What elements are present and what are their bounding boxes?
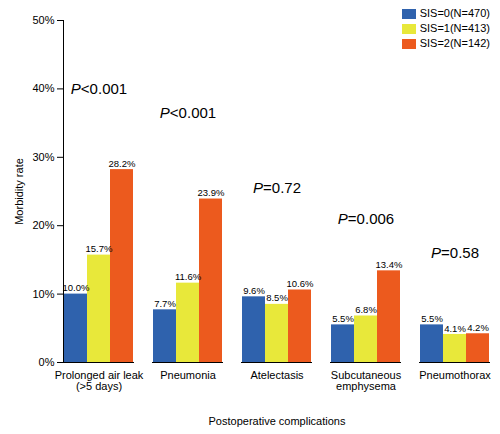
- svg-text:4.2%: 4.2%: [467, 322, 489, 333]
- svg-text:P=0.006: P=0.006: [338, 210, 394, 227]
- svg-text:0%: 0%: [39, 356, 55, 368]
- svg-text:Pneumothorax: Pneumothorax: [419, 369, 491, 381]
- svg-text:7.7%: 7.7%: [154, 298, 176, 309]
- svg-text:P=0.72: P=0.72: [253, 179, 301, 196]
- svg-text:11.6%: 11.6%: [175, 271, 202, 282]
- svg-text:Postoperative complications: Postoperative complications: [209, 415, 346, 427]
- svg-text:13.4%: 13.4%: [376, 259, 403, 270]
- svg-text:5.5%: 5.5%: [332, 313, 354, 324]
- svg-text:40%: 40%: [32, 82, 54, 94]
- svg-text:4.1%: 4.1%: [444, 322, 466, 333]
- svg-text:10.6%: 10.6%: [287, 278, 314, 289]
- svg-text:P<0.001: P<0.001: [71, 80, 127, 97]
- svg-text:50%: 50%: [32, 14, 54, 26]
- svg-text:Subcutaneousemphysema: Subcutaneousemphysema: [331, 369, 402, 392]
- svg-text:Morbidity rate: Morbidity rate: [13, 158, 25, 225]
- svg-text:10.0%: 10.0%: [63, 282, 90, 293]
- svg-text:10%: 10%: [32, 288, 54, 300]
- svg-text:5.5%: 5.5%: [421, 313, 443, 324]
- svg-text:Pneumonia: Pneumonia: [160, 369, 217, 381]
- svg-text:9.6%: 9.6%: [243, 285, 265, 296]
- svg-text:Prolonged air leak(>5 days): Prolonged air leak(>5 days): [55, 369, 144, 392]
- svg-text:6.8%: 6.8%: [355, 304, 377, 315]
- svg-text:Atelectasis: Atelectasis: [250, 369, 304, 381]
- svg-text:20%: 20%: [32, 219, 54, 231]
- svg-text:15.7%: 15.7%: [86, 243, 113, 254]
- svg-text:8.5%: 8.5%: [266, 292, 288, 303]
- html-text:SIS=1(N=413): SIS=1(N=413): [419, 22, 490, 34]
- svg-text:P=0.58: P=0.58: [431, 244, 479, 261]
- svg-text:28.2%: 28.2%: [109, 158, 136, 169]
- html-text:SIS=2(N=142): SIS=2(N=142): [419, 37, 490, 49]
- html-text:SIS=0(N=470): SIS=0(N=470): [419, 7, 490, 19]
- svg-text:30%: 30%: [32, 151, 54, 163]
- svg-text:P<0.001: P<0.001: [160, 104, 216, 121]
- svg-text:23.9%: 23.9%: [198, 187, 225, 198]
